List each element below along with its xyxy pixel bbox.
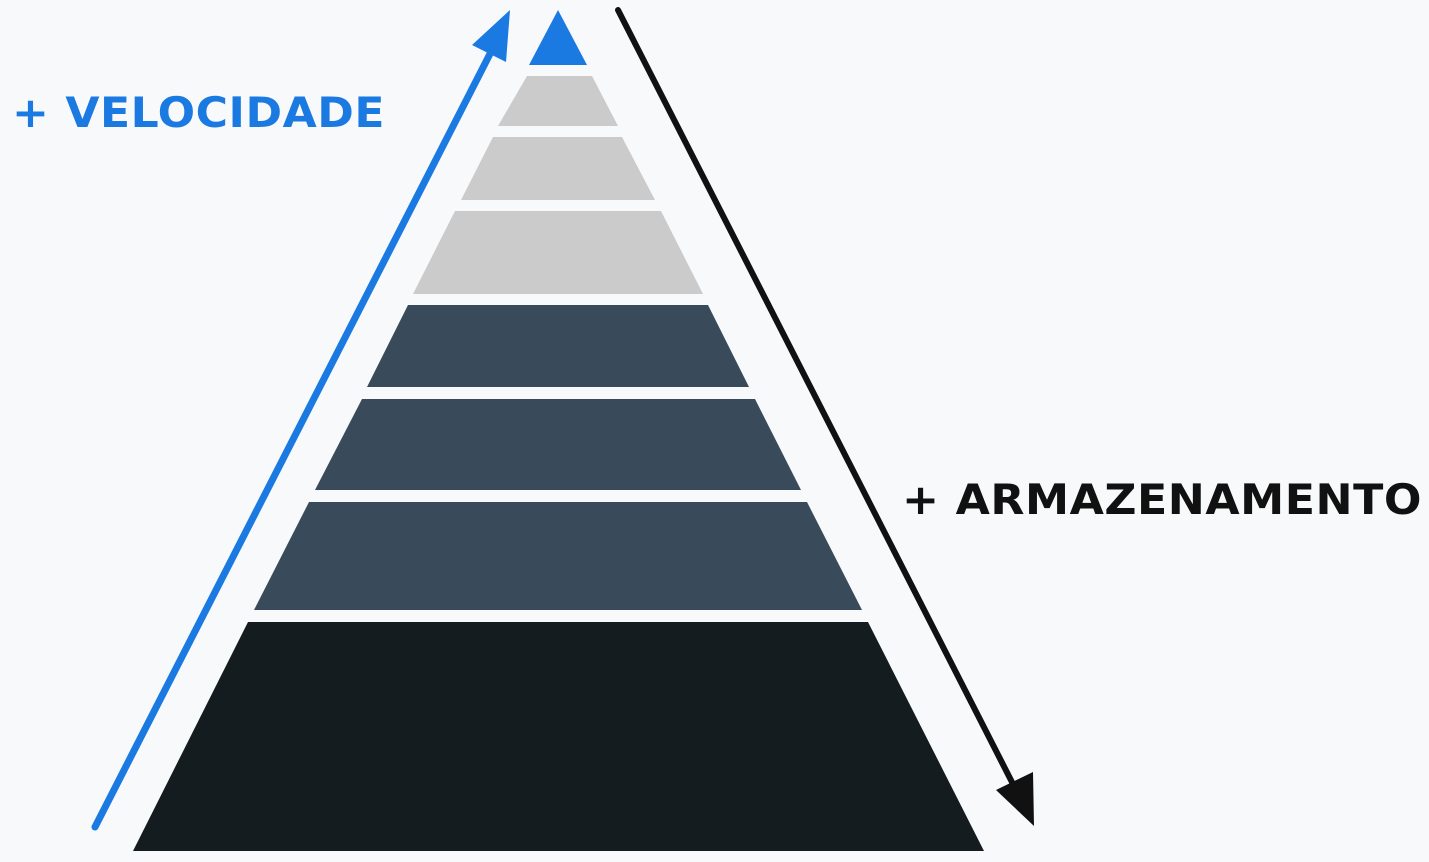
storage-arrow-shaft bbox=[615, 7, 1019, 793]
storage-arrow bbox=[615, 7, 1034, 826]
pyramid-tier-7 bbox=[133, 622, 984, 851]
pyramid-apex bbox=[529, 10, 587, 65]
speed-arrow-shaft bbox=[91, 42, 498, 831]
speed-arrow-head bbox=[472, 10, 510, 62]
pyramid-tier-1 bbox=[498, 76, 618, 126]
speed-arrow bbox=[91, 10, 510, 831]
pyramid bbox=[133, 10, 984, 851]
pyramid-tier-3 bbox=[413, 211, 703, 294]
pyramid-tier-6 bbox=[254, 502, 862, 610]
storage-arrow-head bbox=[996, 772, 1034, 826]
pyramid-tier-4 bbox=[367, 305, 749, 387]
speed-label: + VELOCIDADE bbox=[12, 88, 385, 137]
pyramid-tier-5 bbox=[315, 399, 801, 490]
pyramid-tier-2 bbox=[461, 137, 655, 200]
storage-label: + ARMAZENAMENTO bbox=[902, 475, 1422, 524]
